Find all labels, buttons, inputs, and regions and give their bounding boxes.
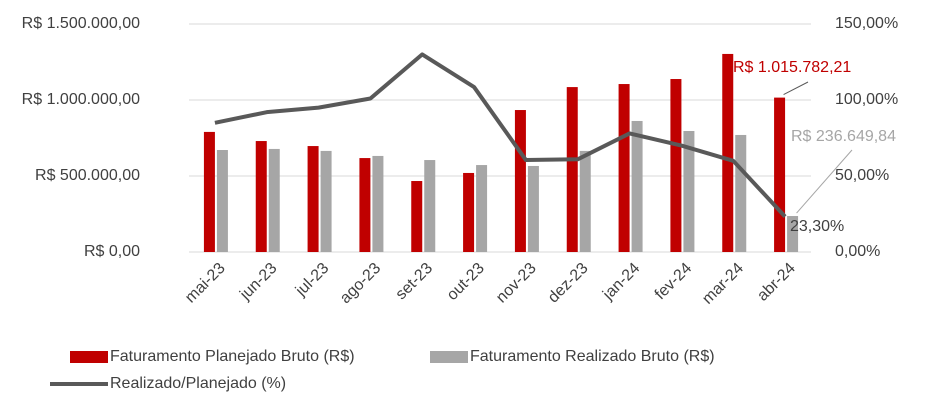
y2-tick-label: 150,00% [835,15,898,32]
bar [255,141,267,252]
bar [722,53,734,252]
legend-label: Faturamento Realizado Bruto (R$) [470,348,715,365]
y2-tick-label: 100,00% [835,91,898,108]
y2-tick-label: 0,00% [835,243,880,260]
y2-tick-label: 50,00% [835,167,889,184]
leader-line [796,149,853,214]
y-tick-label: R$ 1.000.000,00 [22,91,140,108]
bar [514,110,526,252]
bar [683,131,695,252]
x-tick-label: jun-23 [236,260,280,304]
x-tick-label: abr-24 [754,260,799,305]
bar [476,165,488,252]
bar [618,84,630,252]
x-tick-label: ago-23 [337,260,384,307]
bar [787,216,799,252]
bar [631,120,643,252]
bar [424,160,436,252]
bar [320,150,332,252]
data-label: 23,30% [790,218,844,235]
data-label: R$ 236.649,84 [791,128,896,145]
bar [203,131,215,252]
bar [774,97,786,252]
bar [463,172,475,252]
bar [359,158,371,252]
x-tick-label: mai-23 [182,260,229,307]
x-tick-label: fev-24 [652,260,696,304]
line-series [214,52,787,218]
bar [527,165,539,252]
x-tick-label: jul-23 [292,260,332,300]
bar [579,150,591,252]
y-tick-label: R$ 500.000,00 [35,167,140,184]
legend-swatch [430,351,468,363]
legend-label: Realizado/Planejado (%) [110,375,286,392]
x-tick-label: mar-24 [699,260,747,308]
bar [566,87,578,252]
bar [670,79,682,252]
bar [268,148,280,252]
data-label: R$ 1.015.782,21 [733,59,851,76]
x-tick-label: dez-23 [545,260,592,307]
y-tick-label: R$ 0,00 [84,243,140,260]
x-tick-label: nov-23 [493,260,540,307]
legend-swatch [70,351,108,363]
bar [411,181,423,252]
x-tick-label: set-23 [393,260,437,304]
leader-line [783,81,809,96]
y-tick-label: R$ 1.500.000,00 [22,15,140,32]
bar [372,155,384,252]
bar [216,150,228,252]
x-tick-label: jan-24 [599,260,643,304]
x-tick-label: out-23 [444,260,488,304]
bar [735,134,747,252]
legend-label: Faturamento Planejado Bruto (R$) [110,348,355,365]
bar [307,146,319,252]
